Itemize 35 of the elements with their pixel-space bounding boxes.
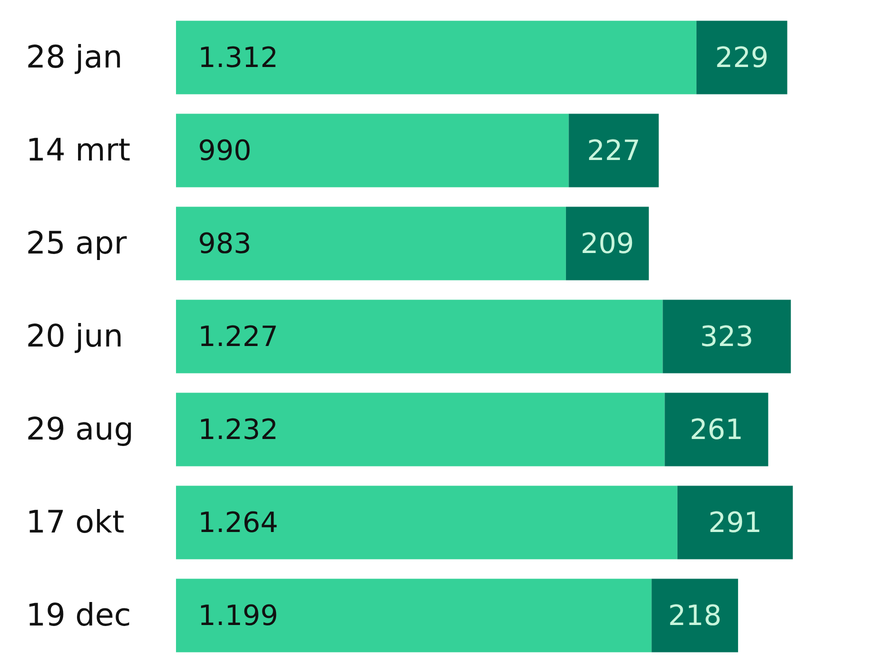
bar bbox=[677, 486, 793, 560]
bar bbox=[696, 20, 788, 94]
bar bbox=[664, 392, 768, 466]
bar bbox=[176, 392, 665, 466]
data-label: 323 bbox=[700, 320, 754, 353]
bar bbox=[568, 114, 659, 188]
data-label: 1.227 bbox=[198, 320, 278, 353]
bar bbox=[176, 20, 696, 94]
bar bbox=[176, 300, 663, 374]
data-label: 229 bbox=[715, 41, 769, 74]
y-tick-label: 25 apr bbox=[26, 226, 127, 262]
data-label: 1.264 bbox=[198, 506, 278, 539]
bar bbox=[652, 578, 738, 652]
data-label: 983 bbox=[198, 227, 252, 260]
bar bbox=[662, 300, 791, 374]
y-tick-label: 29 aug bbox=[26, 412, 134, 448]
y-tick-label: 28 jan bbox=[26, 40, 123, 76]
data-label: 209 bbox=[580, 227, 634, 260]
data-label: 291 bbox=[708, 506, 762, 539]
data-label: 990 bbox=[198, 134, 252, 167]
bar bbox=[566, 206, 649, 280]
data-label: 1.199 bbox=[198, 599, 278, 632]
y-tick-label: 14 mrt bbox=[26, 132, 130, 168]
y-tick-label: 19 dec bbox=[26, 598, 132, 634]
bar bbox=[176, 114, 569, 188]
data-label: 227 bbox=[586, 134, 640, 167]
y-tick-label: 17 okt bbox=[26, 504, 124, 540]
data-label: 261 bbox=[690, 413, 744, 446]
data-label: 1.232 bbox=[198, 413, 278, 446]
bar bbox=[176, 578, 652, 652]
data-label: 218 bbox=[668, 599, 722, 632]
data-label: 1.312 bbox=[198, 41, 278, 74]
y-tick-label: 20 jun bbox=[26, 318, 124, 354]
bar bbox=[176, 206, 566, 280]
bar bbox=[176, 486, 678, 560]
